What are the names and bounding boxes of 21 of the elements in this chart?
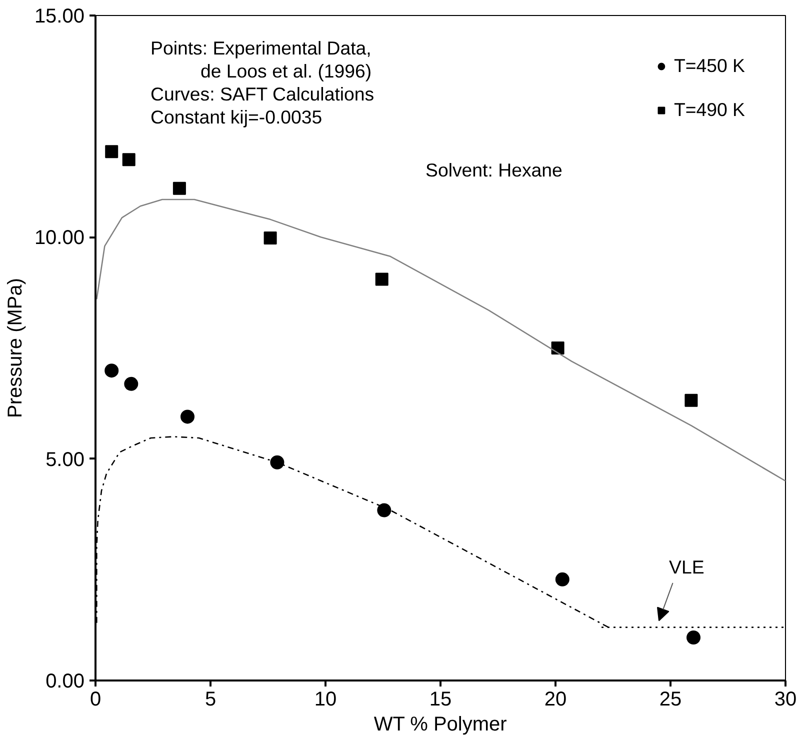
annotation: Curves: SAFT Calculations [150,84,374,104]
annotation: de Loos et al. (1996) [200,60,372,82]
legend-label: T=490 K [674,99,745,121]
y-tick-label: 15.00 [34,6,85,28]
y-axis-title: Pressure (MPa) [4,278,26,418]
annotation: Solvent: Hexane [426,160,562,180]
y-tick-label: 5.00 [46,448,85,471]
y-tick-label: 10.00 [34,227,85,250]
x-tick-label: 25 [659,688,682,710]
x-tick-label: 20 [544,688,567,710]
y-tick-label: 0.00 [46,670,85,692]
x-tick-label: 15 [429,688,452,710]
x-tick-label: 30 [774,688,797,710]
x-axis-title: WT % Polymer [374,714,508,736]
annotation: VLE [669,556,704,578]
x-tick-label: 10 [314,688,337,710]
x-tick-label: 0 [90,688,102,710]
annotation: Points: Experimental Data, [150,38,372,58]
annotation: Constant kij=-0.0035 [150,106,322,128]
x-tick-label: 5 [204,688,216,710]
legend-label: T=450 K [674,55,745,77]
